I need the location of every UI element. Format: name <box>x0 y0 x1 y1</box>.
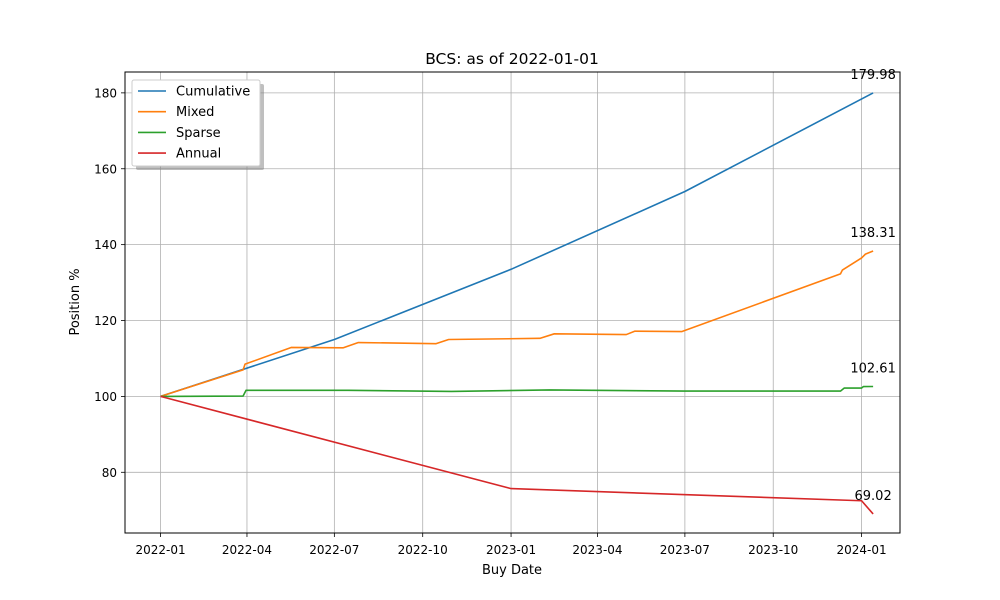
y-axis-label: Position % <box>68 268 83 335</box>
x-tick-label: 2023-10 <box>748 543 798 557</box>
x-tick-label: 2024-01 <box>837 543 887 557</box>
y-tick-label: 80 <box>102 466 117 480</box>
x-tick-label: 2022-10 <box>398 543 448 557</box>
y-tick-label: 180 <box>94 86 117 100</box>
y-tick-label: 120 <box>94 314 117 328</box>
x-tick-label: 2022-01 <box>135 543 185 557</box>
series-lines <box>160 92 874 515</box>
y-tick-label: 100 <box>94 390 117 404</box>
x-tick-label: 2023-07 <box>660 543 710 557</box>
legend-label-mixed: Mixed <box>176 105 214 120</box>
x-axis-label: Buy Date <box>482 563 542 578</box>
x-tick-label: 2023-01 <box>486 543 536 557</box>
end-value-labels: 179.98 138.31 102.61 69.02 <box>850 68 896 504</box>
legend-label-annual: Annual <box>176 147 221 162</box>
end-label-mixed: 138.31 <box>850 226 896 241</box>
plot-frame <box>124 71 901 534</box>
end-label-cumulative: 179.98 <box>850 68 896 83</box>
x-tick-label: 2023-04 <box>572 543 622 557</box>
series-line-cumulative <box>160 92 874 398</box>
end-label-annual: 69.02 <box>855 489 892 504</box>
series-line-sparse <box>160 385 874 398</box>
legend-label-sparse: Sparse <box>176 126 221 141</box>
axis-ticks: 2022-01 2022-04 2022-07 2022-10 2023-01 2023-… <box>94 86 887 557</box>
legend-box <box>131 79 261 167</box>
legend-items: Cumulative Mixed Sparse Annual <box>138 85 250 162</box>
legend: Cumulative Mixed Sparse Annual <box>131 79 264 170</box>
series-line-mixed <box>160 250 874 398</box>
series-line-annual <box>160 395 874 515</box>
x-tick-label: 2022-07 <box>309 543 359 557</box>
grid <box>125 72 900 533</box>
chart-title: BCS: as of 2022-01-01 <box>425 50 599 68</box>
x-tick-label: 2022-04 <box>222 543 272 557</box>
y-tick-label: 140 <box>94 238 117 252</box>
y-tick-label: 160 <box>94 162 117 176</box>
legend-label-cumulative: Cumulative <box>176 85 250 100</box>
end-label-sparse: 102.61 <box>850 362 896 377</box>
